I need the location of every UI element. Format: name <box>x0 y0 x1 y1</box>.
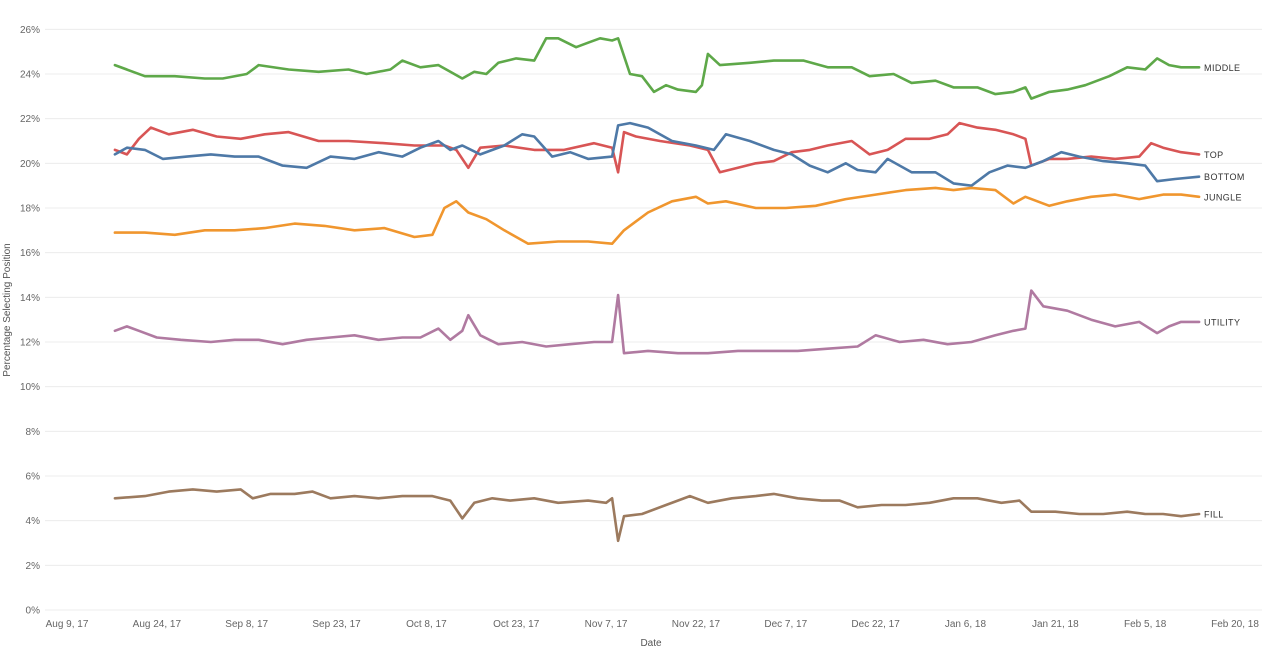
x-tick-label: Nov 7, 17 <box>585 619 628 630</box>
y-tick-label: 16% <box>20 248 40 259</box>
x-tick-label: Feb 20, 18 <box>1211 619 1259 630</box>
x-tick-label: Sep 23, 17 <box>312 619 361 630</box>
x-tick-label: Aug 9, 17 <box>46 619 89 630</box>
y-axis-ticks: 0% 2% 4% 6% 8% 10% 12% 14% 16% 18% 20% 22% 24% 26% <box>20 25 40 617</box>
y-tick-label: 24% <box>20 70 40 81</box>
x-tick-label: Oct 23, 17 <box>493 619 540 630</box>
y-tick-label: 14% <box>20 293 40 304</box>
y-tick-label: 0% <box>26 606 41 617</box>
x-tick-label: Dec 22, 17 <box>851 619 900 630</box>
y-tick-label: 12% <box>20 338 40 349</box>
y-tick-label: 20% <box>20 159 40 170</box>
series-lines <box>113 36 1201 543</box>
series-line-top <box>113 121 1201 174</box>
y-tick-label: 18% <box>20 204 40 215</box>
y-tick-label: 8% <box>26 427 41 438</box>
x-tick-label: Feb 5, 18 <box>1124 619 1167 630</box>
series-labels: MIDDLE TOP BOTTOM JUNGLE UTILITY FILL <box>1204 63 1245 520</box>
series-line-middle <box>113 36 1201 100</box>
x-tick-label: Jan 21, 18 <box>1032 619 1079 630</box>
x-tick-label: Aug 24, 17 <box>133 619 182 630</box>
series-label-utility: UTILITY <box>1204 317 1240 327</box>
series-label-middle: MIDDLE <box>1204 63 1240 73</box>
series-line-bottom <box>113 121 1201 187</box>
y-axis-title: Percentage Selecting Position <box>2 243 13 376</box>
y-tick-label: 2% <box>26 561 41 572</box>
series-line-utility <box>113 289 1201 355</box>
series-label-top: TOP <box>1204 150 1224 160</box>
gridlines <box>45 28 1262 611</box>
x-tick-label: Oct 8, 17 <box>406 619 447 630</box>
x-tick-label: Nov 22, 17 <box>672 619 721 630</box>
series-line-jungle <box>113 186 1201 245</box>
x-tick-label: Jan 6, 18 <box>945 619 987 630</box>
y-tick-label: 22% <box>20 114 40 125</box>
y-tick-label: 10% <box>20 382 40 393</box>
series-label-jungle: JUNGLE <box>1204 192 1242 202</box>
x-axis-title: Date <box>640 638 662 649</box>
series-line-fill <box>113 488 1201 543</box>
x-tick-label: Dec 7, 17 <box>764 619 807 630</box>
y-tick-label: 26% <box>20 25 40 36</box>
x-axis-ticks: Aug 9, 17 Aug 24, 17 Sep 8, 17 Sep 23, 17 Oc… <box>46 619 1260 630</box>
y-tick-label: 4% <box>26 516 41 527</box>
x-tick-label: Sep 8, 17 <box>225 619 268 630</box>
series-label-fill: FILL <box>1204 509 1224 519</box>
y-tick-label: 6% <box>26 472 41 483</box>
series-label-bottom: BOTTOM <box>1204 172 1245 182</box>
